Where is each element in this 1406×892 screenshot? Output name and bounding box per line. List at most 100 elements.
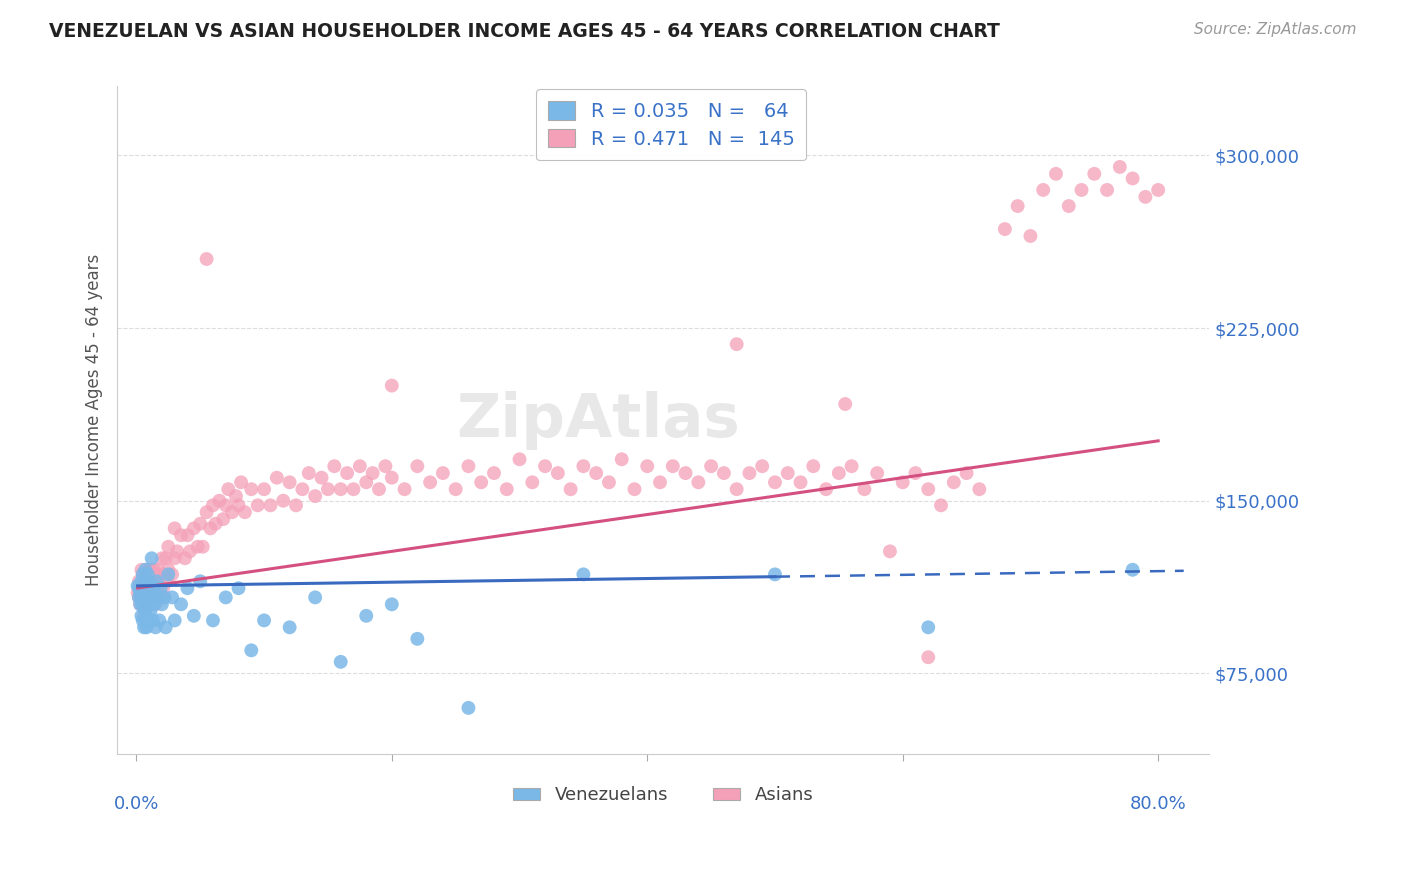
Point: [253, 482, 276, 496]
Point: [153, 591, 176, 605]
Point: [136, 591, 159, 605]
Point: [183, 608, 205, 623]
Point: [141, 574, 163, 589]
Point: [381, 378, 404, 392]
Point: [815, 482, 838, 496]
Point: [738, 466, 761, 480]
Point: [188, 574, 211, 589]
Point: [834, 397, 856, 411]
Point: [149, 581, 172, 595]
Point: [278, 620, 301, 634]
Point: [394, 482, 416, 496]
Point: [482, 466, 505, 480]
Point: [217, 482, 239, 496]
Point: [138, 597, 160, 611]
Point: [136, 567, 159, 582]
Point: [929, 498, 952, 512]
Point: [266, 471, 288, 485]
Point: [700, 459, 723, 474]
Point: [143, 591, 166, 605]
Point: [1032, 183, 1054, 197]
Point: [879, 544, 901, 558]
Point: [1019, 229, 1042, 244]
Point: [127, 586, 149, 600]
Point: [419, 475, 441, 490]
Point: [225, 489, 247, 503]
Point: [183, 521, 205, 535]
Point: [763, 475, 786, 490]
Point: [187, 540, 209, 554]
Legend: Venezuelans, Asians: Venezuelans, Asians: [506, 780, 821, 812]
Point: [128, 591, 150, 605]
Point: [1083, 167, 1105, 181]
Point: [128, 574, 150, 589]
Point: [149, 591, 172, 605]
Point: [208, 493, 231, 508]
Point: [141, 591, 163, 605]
Point: [866, 466, 889, 480]
Point: [191, 540, 214, 554]
Text: ZipAtlas: ZipAtlas: [456, 391, 740, 450]
Point: [188, 516, 211, 531]
Point: [942, 475, 965, 490]
Point: [304, 591, 326, 605]
Point: [278, 475, 301, 490]
Point: [200, 521, 222, 535]
Point: [166, 544, 188, 558]
Point: [406, 632, 429, 646]
Point: [132, 597, 155, 611]
Point: [648, 475, 671, 490]
Point: [457, 701, 479, 715]
Point: [132, 608, 155, 623]
Point: [170, 528, 193, 542]
Point: [131, 591, 153, 605]
Point: [233, 505, 256, 519]
Point: [146, 581, 169, 595]
Point: [135, 591, 157, 605]
Point: [132, 597, 155, 611]
Point: [163, 614, 186, 628]
Point: [509, 452, 531, 467]
Point: [132, 581, 155, 595]
Point: [221, 505, 243, 519]
Text: 80.0%: 80.0%: [1130, 796, 1187, 814]
Point: [610, 452, 633, 467]
Point: [368, 482, 391, 496]
Point: [229, 475, 252, 490]
Point: [134, 604, 156, 618]
Point: [146, 574, 169, 589]
Point: [131, 608, 153, 623]
Point: [1135, 190, 1157, 204]
Point: [636, 459, 658, 474]
Point: [145, 620, 167, 634]
Point: [157, 540, 180, 554]
Point: [776, 466, 799, 480]
Point: [142, 581, 165, 595]
Point: [298, 466, 321, 480]
Point: [228, 581, 250, 595]
Point: [381, 471, 404, 485]
Point: [271, 493, 294, 508]
Point: [259, 498, 281, 512]
Point: [955, 466, 977, 480]
Point: [176, 528, 198, 542]
Text: 0.0%: 0.0%: [114, 796, 159, 814]
Point: [215, 591, 238, 605]
Point: [215, 498, 238, 512]
Point: [522, 475, 544, 490]
Point: [131, 591, 153, 605]
Point: [145, 597, 167, 611]
Point: [349, 459, 371, 474]
Point: [138, 574, 160, 589]
Point: [1057, 199, 1080, 213]
Point: [1122, 171, 1144, 186]
Point: [304, 489, 326, 503]
Point: [145, 567, 167, 582]
Point: [150, 597, 173, 611]
Point: [329, 655, 352, 669]
Point: [135, 563, 157, 577]
Point: [789, 475, 811, 490]
Point: [146, 563, 169, 577]
Point: [132, 581, 155, 595]
Point: [143, 597, 166, 611]
